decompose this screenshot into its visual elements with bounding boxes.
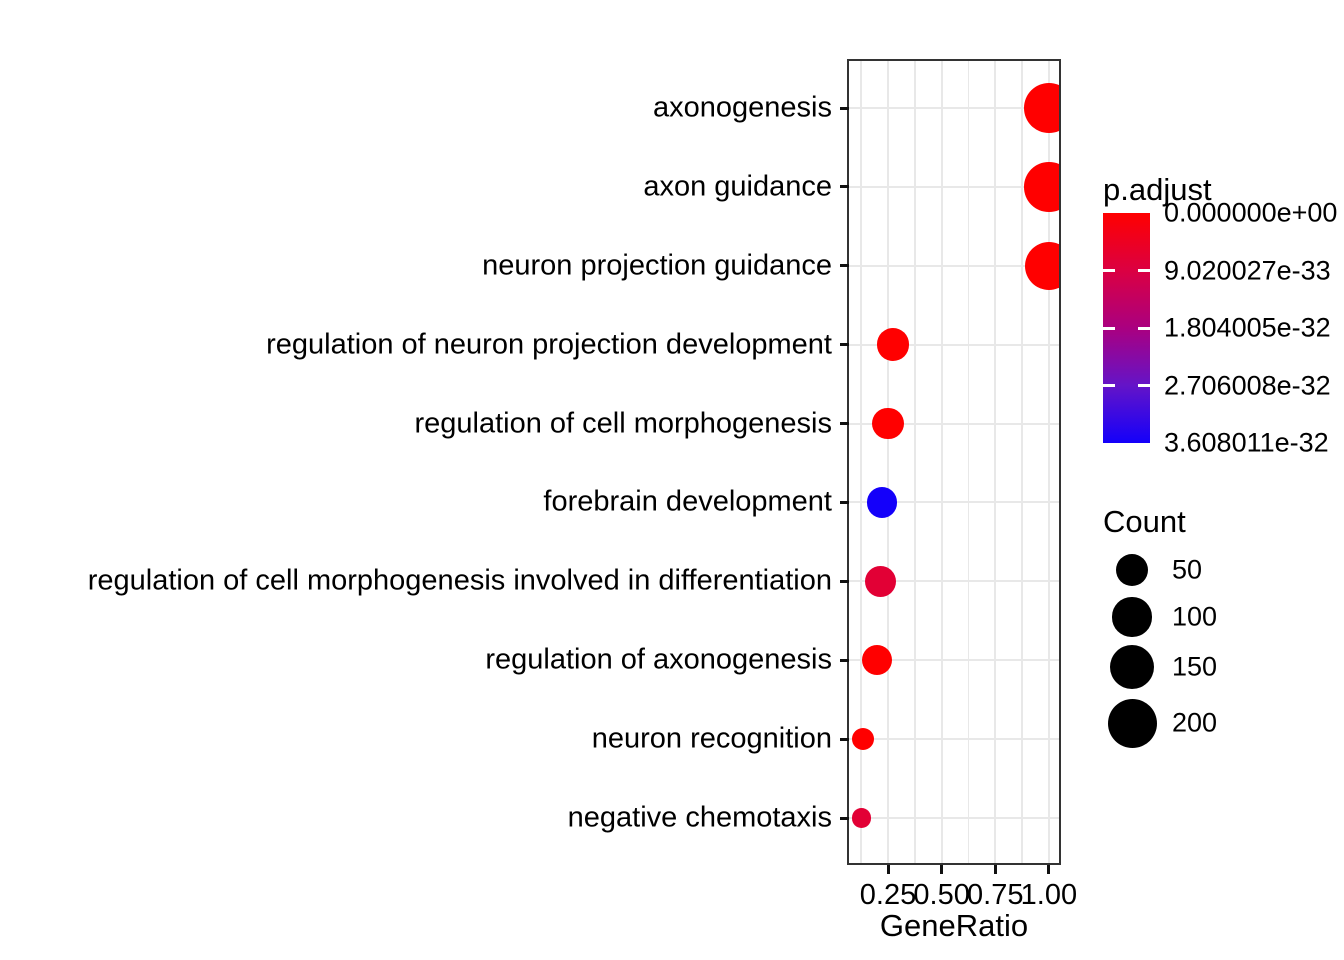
dot [872,407,904,440]
x-axis-tick [940,865,944,874]
colorbar-tick [1103,269,1115,272]
major-gridline-vertical [994,61,997,863]
color-legend-title: p.adjust [1103,172,1212,207]
dot [1024,162,1059,212]
colorbar-tick [1103,384,1115,387]
size-legend-label: 150 [1172,651,1218,682]
plot-panel [849,61,1059,863]
y-axis-label: regulation of cell morphogenesis [414,407,832,440]
colorbar-label: 3.608011e-32 [1164,427,1329,458]
x-axis-tick [886,865,890,874]
major-gridline-horizontal [849,343,1059,346]
dot [866,486,898,518]
x-axis-title: GeneRatio [879,908,1029,943]
y-axis-tick [840,106,849,110]
y-axis-tick [840,816,849,820]
size-legend-label: 100 [1172,601,1218,632]
y-axis-label: axon guidance [643,170,832,203]
y-axis-tick [840,500,849,504]
y-axis-tick [840,422,849,426]
colorbar-tick [1103,326,1115,330]
dot [862,645,893,676]
y-axis-label: neuron recognition [591,722,832,755]
colorbar-label: 2.706008e-32 [1164,370,1331,400]
major-gridline-horizontal [849,659,1059,662]
y-axis-label: regulation of axonogenesis [485,643,832,676]
dot [851,808,871,828]
major-gridline-vertical [940,61,943,863]
dot [1024,241,1059,290]
size-legend-dot [1107,698,1157,748]
dot [876,328,910,362]
y-axis-label: neuron projection guidance [482,249,832,282]
x-axis-tick-label: 0.25 [859,879,917,911]
y-axis-label: negative chemotaxis [567,801,832,834]
minor-gridline-vertical [967,61,970,863]
size-legend-dot [1112,597,1152,637]
y-axis-label: forebrain development [543,485,832,518]
dot [851,727,875,751]
size-legend-dot [1116,554,1148,586]
major-gridline-horizontal [849,107,1059,109]
major-gridline-horizontal [849,185,1059,188]
size-legend-dot [1109,644,1155,690]
dot [1023,83,1059,133]
y-axis-tick [840,658,849,662]
colorbar-tick [1138,326,1150,330]
major-gridline-horizontal [849,501,1059,504]
y-axis-tick [840,579,849,583]
x-axis-tick-label: 0.75 [967,879,1024,911]
x-axis-tick [993,865,997,874]
colorbar-label: 9.020027e-33 [1164,255,1331,285]
x-axis-tick-label: 1.00 [1020,879,1078,911]
y-axis-tick [840,264,849,268]
colorbar-label: 0.000000e+00 [1164,197,1338,228]
major-gridline-horizontal [849,580,1059,583]
colorbar-tick [1138,384,1150,387]
minor-gridline-vertical [860,61,862,863]
dot [865,565,896,597]
colorbar-gradient [1103,213,1150,443]
size-legend-label: 200 [1172,707,1218,738]
y-axis-label: regulation of cell morphogenesis involve… [87,564,832,597]
major-gridline-horizontal [849,422,1059,425]
major-gridline-vertical [1047,61,1050,863]
major-gridline-horizontal [849,264,1059,267]
x-axis-tick [1047,865,1051,874]
minor-gridline-vertical [1021,61,1023,863]
y-axis-label: axonogenesis [653,91,832,124]
minor-gridline-vertical [914,61,916,863]
major-gridline-vertical [887,61,890,863]
y-axis-tick [840,185,849,189]
major-gridline-horizontal [849,738,1059,741]
x-axis-tick-label: 0.50 [913,879,970,911]
y-axis-label: regulation of neuron projection developm… [266,328,832,361]
major-gridline-horizontal [849,817,1059,819]
colorbar-tick [1138,269,1150,272]
y-axis-tick [840,343,849,347]
size-legend-label: 50 [1172,554,1203,585]
colorbar-label: 1.804005e-32 [1164,312,1331,343]
y-axis-tick [840,737,849,741]
size-legend-title: Count [1103,504,1186,539]
